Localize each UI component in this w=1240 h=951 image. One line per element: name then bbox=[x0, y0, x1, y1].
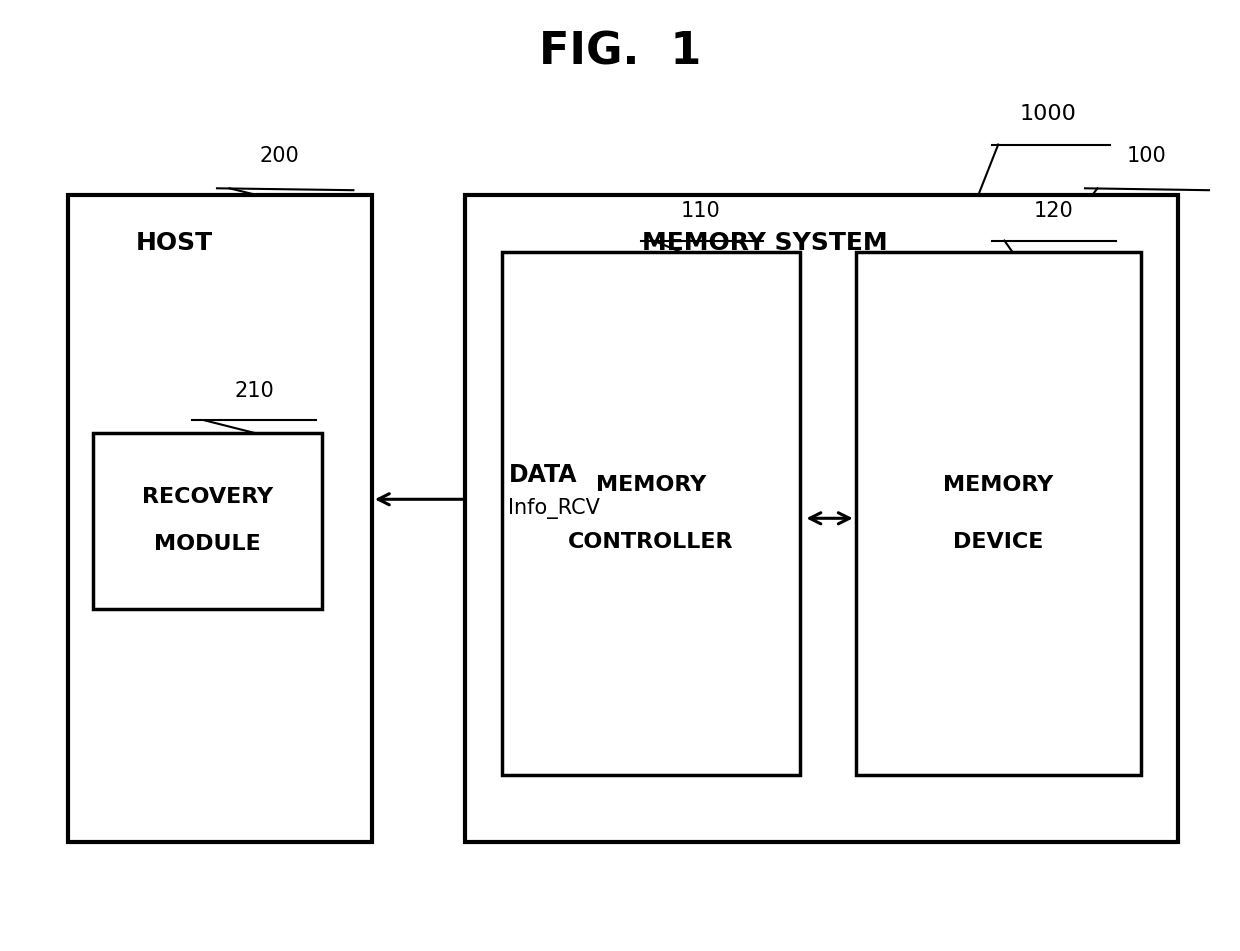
Text: 1000: 1000 bbox=[1019, 104, 1076, 124]
Text: 110: 110 bbox=[681, 201, 720, 221]
Bar bbox=[93, 433, 322, 609]
Text: MEMORY SYSTEM: MEMORY SYSTEM bbox=[641, 230, 888, 255]
Bar bbox=[68, 195, 372, 842]
Text: MODULE: MODULE bbox=[154, 534, 262, 554]
Text: FIG.  1: FIG. 1 bbox=[539, 30, 701, 74]
Text: DATA: DATA bbox=[508, 463, 577, 488]
Text: 200: 200 bbox=[259, 146, 299, 166]
Bar bbox=[856, 252, 1141, 775]
Bar bbox=[465, 195, 1178, 842]
Text: HOST: HOST bbox=[136, 230, 213, 255]
Text: MEMORY: MEMORY bbox=[944, 475, 1053, 495]
Text: RECOVERY: RECOVERY bbox=[143, 487, 273, 507]
Text: Info_RCV: Info_RCV bbox=[508, 498, 600, 519]
Text: MEMORY: MEMORY bbox=[596, 475, 706, 495]
Text: 210: 210 bbox=[234, 381, 274, 401]
Text: 100: 100 bbox=[1127, 146, 1167, 166]
Text: 120: 120 bbox=[1034, 201, 1074, 221]
Bar bbox=[502, 252, 800, 775]
Text: DEVICE: DEVICE bbox=[954, 532, 1043, 553]
Text: CONTROLLER: CONTROLLER bbox=[568, 532, 734, 553]
